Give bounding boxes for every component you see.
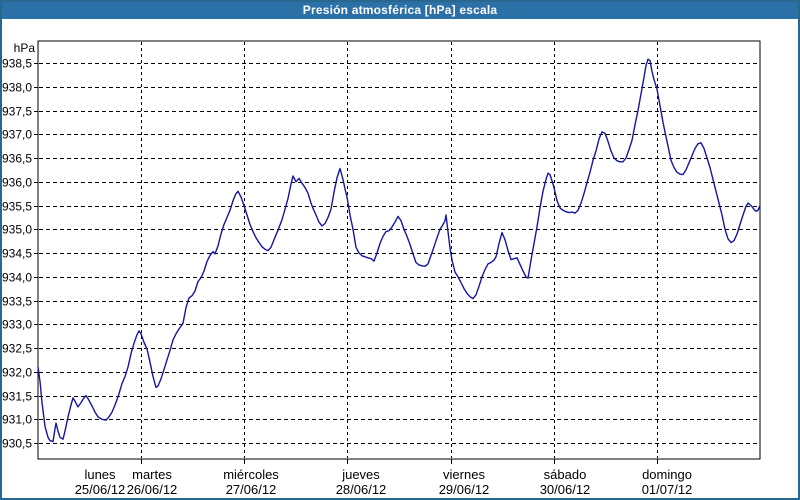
day-name-label: viernes	[443, 467, 485, 482]
y-tick-label: 937,5	[2, 105, 32, 119]
day-name-label: sábado	[544, 467, 587, 482]
window-title: Presión atmosférica [hPa] escala	[302, 3, 498, 17]
day-date-label: 28/06/12	[336, 482, 387, 497]
pressure-line	[37, 58, 761, 443]
day-name-label: miércoles	[223, 467, 279, 482]
y-tick-label: 931,0	[2, 413, 32, 427]
y-tick-label: 933,5	[2, 295, 32, 309]
y-tick-label: 938,5	[2, 57, 32, 71]
y-tick-label: 932,5	[2, 342, 32, 356]
y-tick-label: 934,0	[2, 271, 32, 285]
window-title-bar: Presión atmosférica [hPa] escala	[2, 2, 798, 19]
y-tick-label: 931,5	[2, 390, 32, 404]
day-name-label: martes	[132, 467, 172, 482]
day-name-label: lunes	[84, 467, 116, 482]
day-date-label: 26/06/12	[127, 482, 178, 497]
y-tick-label: 938,0	[2, 81, 32, 95]
y-tick-label: 935,0	[2, 223, 32, 237]
y-tick-label: 937,0	[2, 128, 32, 142]
day-date-label: 25/06/12	[75, 482, 126, 497]
y-axis-unit-label: hPa	[14, 41, 36, 55]
day-name-label: jueves	[341, 467, 380, 482]
y-tick-label: 930,5	[2, 437, 32, 451]
day-date-label: 01/07/12	[642, 482, 693, 497]
y-tick-label: 935,5	[2, 200, 32, 214]
plot-border	[37, 40, 761, 460]
day-date-label: 30/06/12	[540, 482, 591, 497]
y-tick-label: 936,5	[2, 152, 32, 166]
y-tick-label: 936,0	[2, 176, 32, 190]
day-name-label: domingo	[642, 467, 692, 482]
day-date-label: 27/06/12	[226, 482, 277, 497]
y-tick-label: 932,0	[2, 366, 32, 380]
day-date-label: 29/06/12	[439, 482, 490, 497]
y-tick-label: 934,5	[2, 247, 32, 261]
y-tick-label: 933,0	[2, 318, 32, 332]
